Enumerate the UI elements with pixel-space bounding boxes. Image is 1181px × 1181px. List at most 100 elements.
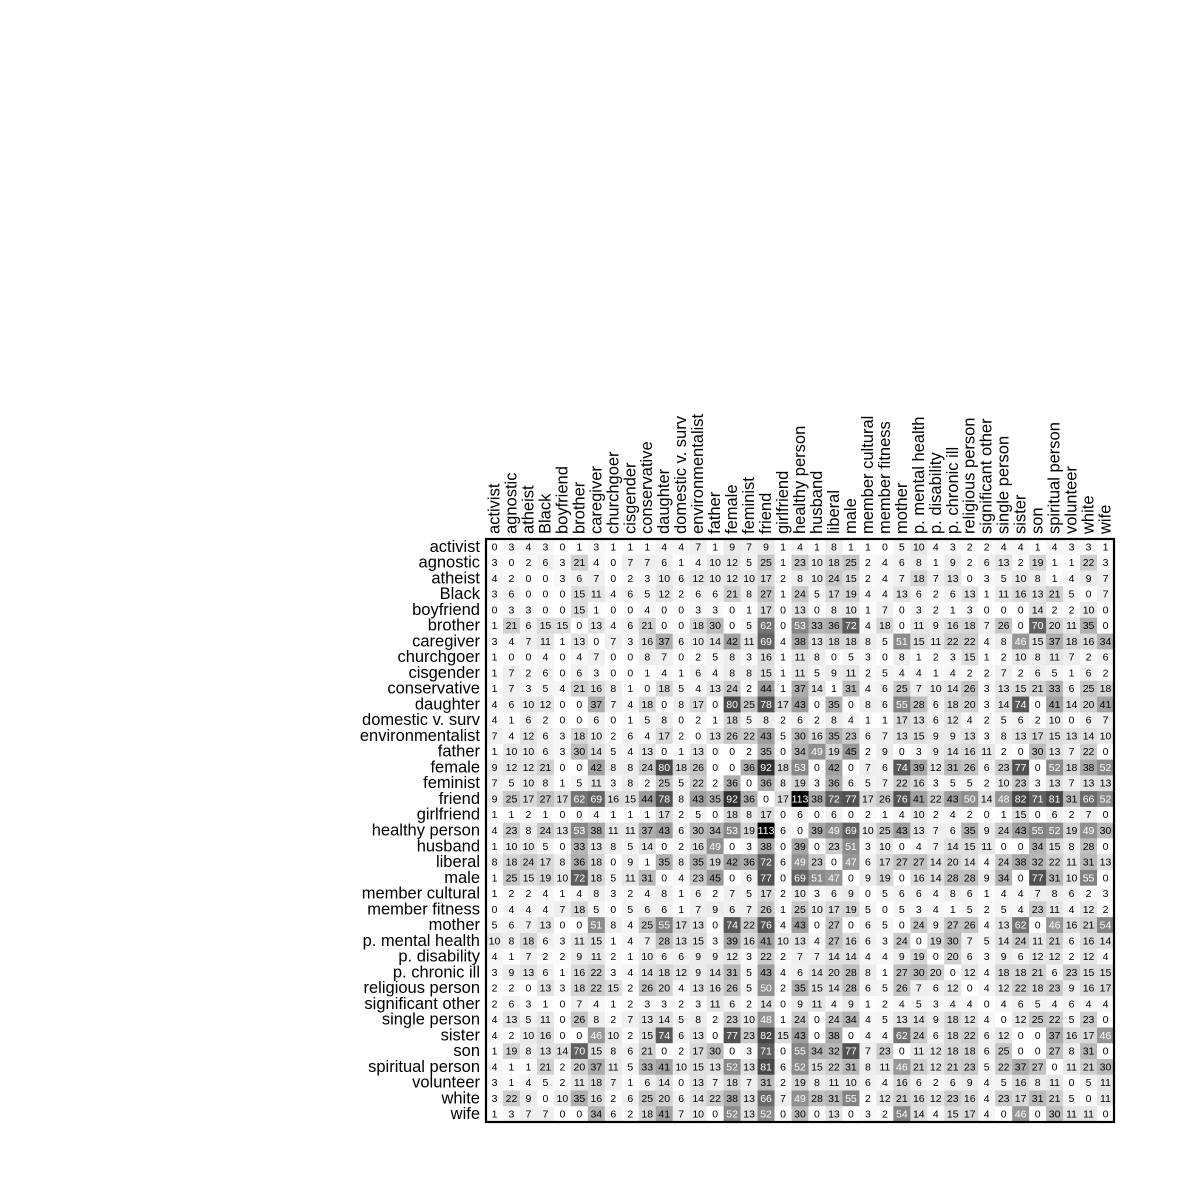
cell-value-label: 54 bbox=[1100, 920, 1112, 932]
cell-value-label: 0 bbox=[780, 1046, 786, 1058]
cell-husband-agnostic bbox=[502, 838, 521, 855]
cell-value-label: 2 bbox=[678, 998, 684, 1010]
cell-brother-volunteer bbox=[1063, 617, 1081, 634]
cell-value-label: 0 bbox=[1103, 872, 1109, 884]
cell-value-label: 27 bbox=[947, 920, 959, 932]
cell-value-label: 18 bbox=[879, 620, 891, 632]
cell-value-label: 6 bbox=[627, 730, 633, 742]
cell-activist-black bbox=[536, 539, 555, 556]
cell-single-person-atheist bbox=[519, 1011, 538, 1028]
cell-value-label: 22 bbox=[828, 1061, 840, 1073]
cell-value-label: 15 bbox=[641, 1030, 653, 1042]
cell-member-cultural-activist bbox=[486, 885, 504, 902]
cell-value-label: 13 bbox=[743, 1061, 755, 1073]
cell-conservative-p-chronic-ill bbox=[944, 680, 962, 697]
cell-father-activist bbox=[486, 743, 504, 760]
cell-churchgoer-male bbox=[842, 649, 860, 666]
cell-value-label: 30 bbox=[1100, 1061, 1112, 1073]
cell-value-label: 3 bbox=[984, 730, 990, 742]
cell-value-label: 21 bbox=[1032, 967, 1044, 979]
cell-value-label: 1 bbox=[848, 541, 854, 553]
cell-son-sister bbox=[1012, 1043, 1030, 1060]
cell-value-label: 15 bbox=[574, 589, 586, 601]
cell-value-label: 1 bbox=[627, 809, 633, 821]
cell-value-label: 82 bbox=[1015, 793, 1027, 805]
cell-value-label: 52 bbox=[1100, 762, 1112, 774]
cell-value-label: 10 bbox=[692, 1109, 704, 1121]
cell-value-label: 4 bbox=[492, 699, 498, 711]
cell-value-label: 24 bbox=[828, 573, 840, 585]
cell-value-label: 4 bbox=[780, 636, 786, 648]
cell-environmentalist-atheist bbox=[519, 728, 538, 745]
cell-value-label: 4 bbox=[882, 589, 888, 601]
cell-value-label: 11 bbox=[812, 998, 823, 1010]
cell-white-p-chronic-ill bbox=[944, 1090, 962, 1107]
cell-value-label: 9 bbox=[899, 951, 905, 963]
cell-value-label: 3 bbox=[916, 746, 922, 758]
cell-value-label: 23 bbox=[998, 762, 1010, 774]
cell-domestic-v-surv-female bbox=[723, 712, 741, 729]
cell-value-label: 14 bbox=[811, 683, 823, 695]
cell-value-label: 6 bbox=[695, 589, 701, 601]
cell-environmentalist-environmentalist bbox=[689, 728, 707, 745]
cell-value-label: 5 bbox=[509, 778, 515, 790]
cell-value-label: 4 bbox=[882, 573, 888, 585]
cell-conservative-religious-person bbox=[961, 680, 979, 697]
cell-value-label: 27 bbox=[913, 857, 925, 869]
cell-conservative-churchgoer bbox=[604, 680, 623, 697]
cell-value-label: 7 bbox=[882, 604, 888, 616]
cell-value-label: 8 bbox=[644, 652, 650, 664]
cell-daughter-churchgoer bbox=[604, 696, 623, 713]
cell-boyfriend-female bbox=[723, 602, 741, 619]
cell-value-label: 38 bbox=[1015, 857, 1027, 869]
cell-value-label: 52 bbox=[1100, 793, 1112, 805]
cell-value-label: 14 bbox=[1083, 730, 1095, 742]
cell-friend-single-person bbox=[995, 791, 1013, 808]
cell-caregiver-father bbox=[706, 633, 724, 650]
cell-p-disability-single-person bbox=[995, 948, 1013, 965]
cell-value-label: 55 bbox=[1083, 872, 1095, 884]
cell-value-label: 0 bbox=[559, 589, 565, 601]
cell-value-label: 8 bbox=[559, 857, 565, 869]
cell-value-label: 3 bbox=[746, 1046, 752, 1058]
cell-wife-girlfriend bbox=[774, 1106, 792, 1123]
cell-value-label: 18 bbox=[574, 904, 586, 916]
cell-value-label: 10 bbox=[777, 935, 789, 947]
cell-girlfriend-conservative bbox=[638, 806, 657, 823]
cell-agnostic-wife bbox=[1097, 554, 1115, 571]
cell-religious-person-environmentalist bbox=[689, 980, 707, 997]
cell-value-label: 1 bbox=[492, 841, 498, 853]
cell-value-label: 6 bbox=[1018, 998, 1024, 1010]
cell-value-label: 16 bbox=[1083, 636, 1095, 648]
cell-feminist-daughter bbox=[655, 775, 673, 792]
cell-father-husband bbox=[808, 743, 826, 760]
cell-value-label: 22 bbox=[964, 636, 976, 648]
cell-value-label: 22 bbox=[1049, 857, 1061, 869]
cell-value-label: 0 bbox=[1001, 841, 1007, 853]
cell-value-label: 5 bbox=[899, 904, 905, 916]
cell-cisgender-mother bbox=[893, 665, 911, 682]
cell-p-mental-health-religious-person bbox=[961, 932, 979, 949]
cell-atheist-p-disability bbox=[927, 570, 945, 587]
cell-wife-mother bbox=[893, 1106, 911, 1123]
cell-value-label: 9 bbox=[831, 667, 837, 679]
cell-healthy-person-member-fitness bbox=[876, 822, 894, 839]
cell-value-label: 14 bbox=[947, 746, 959, 758]
cell-value-label: 10 bbox=[658, 573, 670, 585]
cell-cisgender-husband bbox=[808, 665, 826, 682]
cell-significant-other-liberal bbox=[825, 995, 843, 1013]
cell-value-label: 3 bbox=[984, 683, 990, 695]
cell-wife-atheist bbox=[519, 1106, 538, 1123]
cell-white-p-mental-health bbox=[910, 1090, 928, 1107]
cell-value-label: 0 bbox=[848, 1030, 854, 1042]
cell-value-label: 43 bbox=[692, 793, 704, 805]
cell-husband-husband bbox=[808, 838, 826, 855]
cell-value-label: 35 bbox=[709, 793, 721, 805]
cell-significant-other-p-disability bbox=[927, 995, 945, 1013]
cell-value-label: 1 bbox=[950, 904, 956, 916]
cell-value-label: 48 bbox=[998, 793, 1010, 805]
cell-value-label: 4 bbox=[984, 636, 990, 648]
cell-p-chronic-ill-mother bbox=[893, 964, 911, 981]
cell-value-label: 81 bbox=[1049, 793, 1061, 805]
cell-value-label: 10 bbox=[1083, 604, 1095, 616]
